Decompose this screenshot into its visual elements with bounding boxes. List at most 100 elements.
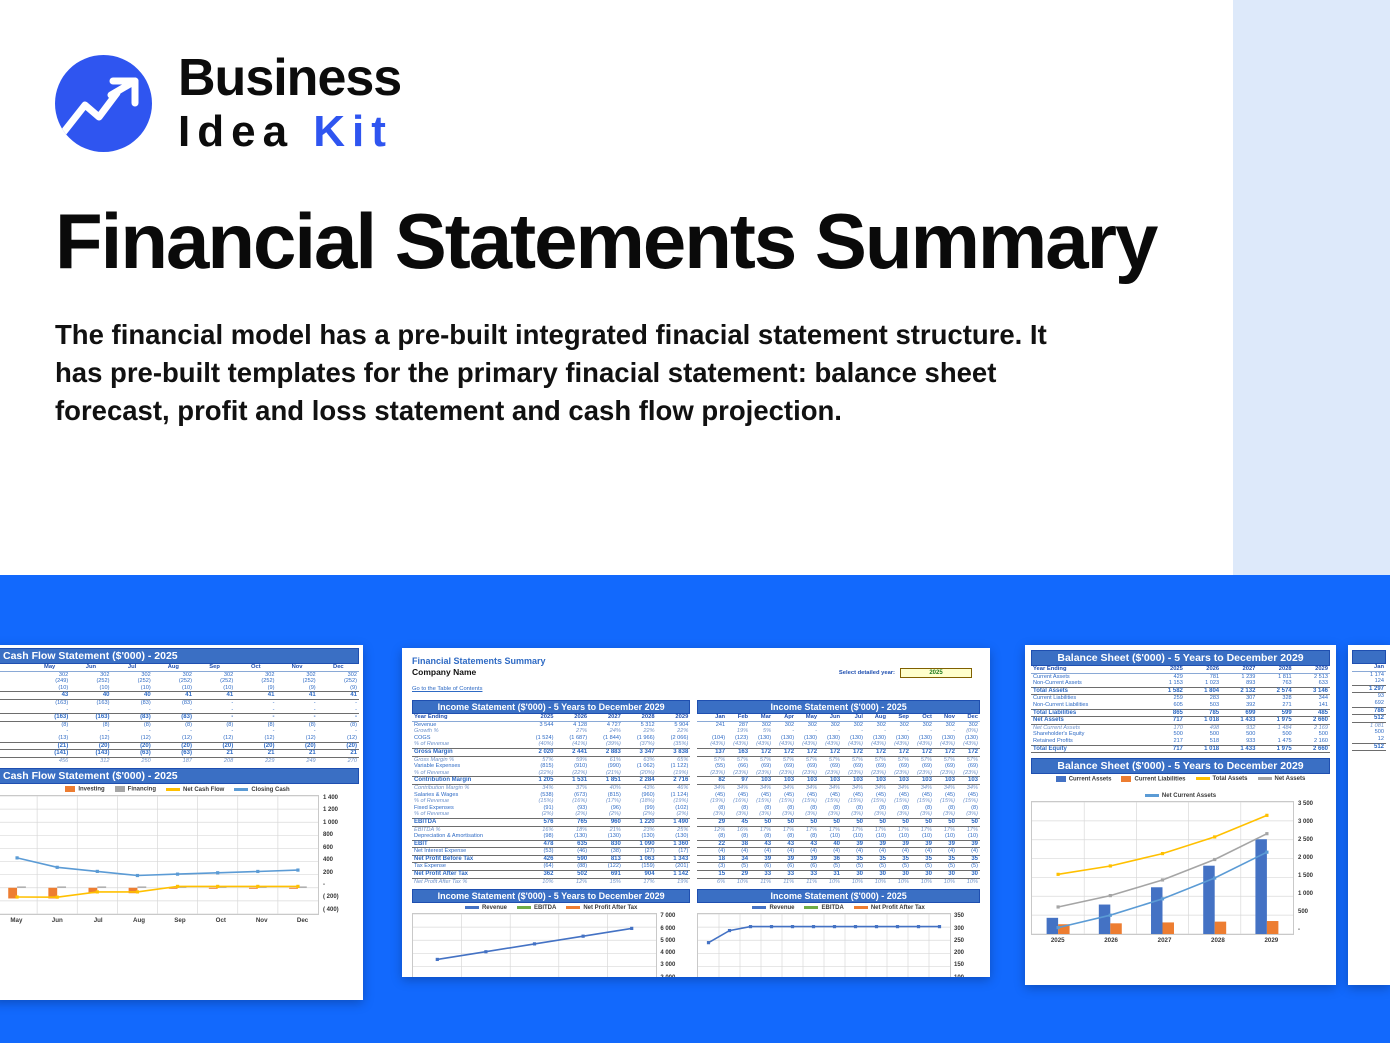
table-row[interactable]: (21) (20) (20) (20) (20) (20) (20) (20) (0, 741, 359, 751)
table-row[interactable]: % of Revenue (40%) (41%) (39%) (37%) (35%) (412, 741, 690, 748)
table-row[interactable]: (104) (123) (130) (130) (130) (130) (130) (130)… (697, 735, 980, 742)
table-of-contents-link[interactable]: Go to the Table of Contents (412, 686, 483, 692)
table-row[interactable]: 786 (1352, 706, 1386, 716)
table-row[interactable]: 500 (1352, 729, 1386, 736)
table-row[interactable]: 12% 16% 17% 17% 17% 17% 17% 17% 17% 17% 17% 17% (697, 826, 980, 833)
table-row[interactable]: (3%) (3%) (3%) (3%) (3%) (3%) (3%) (3%) (3%) (3%)… (697, 811, 980, 818)
table-row[interactable]: Depreciation & Amortisation (98) (130) (130… (412, 833, 690, 840)
table-row[interactable]: 1 174 (1352, 671, 1386, 678)
table-row[interactable]: Net Profit After Tax 362 502 691 904 1 142 (412, 870, 691, 879)
screenshot-financial-summary-panel[interactable]: Financial Statements Summary Company Nam… (402, 648, 990, 977)
cash-flow-table[interactable]: May Jun Jul Aug Sep Oct Nov Dec 302 302 302 302 302 3… (0, 664, 359, 764)
table-row[interactable]: Total Assets 1 582 1 804 2 132 2 574 3 146 (1031, 686, 1330, 696)
table-row[interactable]: (8) (8) (8) (8) (8) (10) (10) (10) (10) (10) (10) (… (697, 833, 980, 840)
table-row[interactable]: 137 163 172 172 172 172 172 172 172 172 172 172 (697, 747, 980, 757)
table-row[interactable]: Jan Feb Mar Apr May Jun Jul Aug Sep Oct Nov Dec (697, 714, 980, 722)
table-row[interactable]: Current Liabilities 259 283 307 328 344 (1031, 695, 1330, 702)
table-row[interactable]: 12 (1352, 736, 1386, 743)
table-row[interactable]: 22 38 43 43 43 40 39 39 39 39 39 39 (697, 839, 980, 849)
table-row[interactable]: (249) (252) (252) (252) (252) (252) (252) (252) (0, 678, 359, 685)
table-row[interactable]: EBITDA % 16% 18% 21% 23% 25% (412, 826, 690, 833)
table-cell: (130) (574, 833, 588, 840)
table-row[interactable]: % of Revenue (2%) (2%) (2%) (2%) (2%) (412, 811, 690, 818)
table-row[interactable]: Shareholder's Equity 500 500 500 500 500 (1031, 731, 1330, 738)
table-row[interactable]: 1 081 (1352, 722, 1386, 729)
table-row[interactable]: 34% 34% 34% 34% 34% 34% 34% 34% 34% 34% 34% 34% (697, 784, 980, 791)
table-row[interactable]: Net Interest Expense (53) (46) (38) (27) (17) (412, 848, 690, 856)
table-row[interactable]: 302 302 302 302 302 302 302 302 (0, 671, 359, 678)
screenshot-balance-sheet-panel[interactable]: Balance Sheet ($'000) - 5 Years to Decem… (1025, 645, 1336, 985)
table-row[interactable]: Revenue 3 544 4 128 4 727 5 312 5 904 (412, 721, 690, 728)
table-row[interactable]: (13) (12) (12) (12) (12) (12) (12) (12) (0, 735, 359, 742)
table-row[interactable]: 692 (1352, 700, 1386, 707)
table-row[interactable]: Total Equity 717 1 018 1 433 1 975 2 660 (1031, 744, 1330, 754)
table-row[interactable]: Variable Expenses (815) (910) (990) (1 062) (… (412, 763, 690, 770)
table-row[interactable]: 29 45 50 50 50 50 50 50 50 50 50 50 (697, 817, 980, 827)
table-row[interactable]: 1 297 (1352, 684, 1386, 694)
table-row[interactable]: (10) (10) (10) (10) (10) (9) (9) (9) (0, 685, 359, 692)
table-row[interactable]: 18 34 39 39 39 36 35 35 35 35 35 35 (697, 854, 980, 864)
table-row[interactable]: (163) (163) (83) (83) - - - - (0, 699, 359, 706)
table-row[interactable]: % of Revenue (22%) (22%) (21%) (20%) (19%) (412, 770, 690, 777)
table-row[interactable]: 6% 10% 11% 11% 11% 10% 10% 10% 10% 10% 10% 10% (697, 878, 980, 885)
table-row[interactable]: (43%) (43%) (43%) (43%) (43%) (43%) (43%) (43%)… (697, 741, 980, 748)
table-row[interactable]: Total Liabilities 865 785 699 599 485 (1031, 708, 1330, 718)
table-row[interactable]: (4) (4) (4) (4) (4) (4) (4) (4) (4) (4) (4) (4) (697, 848, 980, 856)
table-row[interactable]: Year Ending 2025 2026 2027 2028 2029 (412, 714, 691, 722)
table-row[interactable]: EBIT 478 635 830 1 090 1 360 (412, 839, 691, 849)
screenshot-edge-panel[interactable]: Jan 1 174 124 1 297 93 692 786 512 1 081 500 12 512 (1348, 645, 1390, 985)
table-cell: (69) (876, 763, 886, 770)
table-row[interactable]: 15 29 33 33 33 31 30 30 30 30 30 30 (697, 870, 980, 879)
year-selector-input[interactable]: 2025 (900, 668, 972, 678)
table-row[interactable]: (163) (163) (83) (83) - - - - (0, 713, 359, 722)
table-row[interactable]: Net Profit Before Tax 426 590 813 1 063 1 343 (412, 854, 691, 864)
table-row[interactable]: (8) (8) (8) (8) (8) (8) (8) (8) (8) (8) (8) (8) (697, 805, 980, 812)
table-row[interactable]: Contribution Margin 1 205 1 531 1 851 2 284 2… (412, 776, 691, 785)
table-row[interactable]: Jan (1352, 664, 1386, 672)
table-row[interactable]: Fixed Expenses (91) (93) (96) (99) (102) (412, 805, 690, 812)
table-row[interactable]: -------- (0, 728, 359, 735)
table-row[interactable]: 512 (1352, 714, 1386, 723)
table-row[interactable]: 57% 57% 57% 57% 57% 57% 57% 57% 57% 57% 57% 57% (697, 756, 980, 763)
table-row[interactable]: 241 287 302 302 302 302 302 302 302 302 302 302 (697, 721, 980, 728)
table-row[interactable]: (141) (143) (63) (63) 21 21 21 21 (0, 749, 359, 758)
table-row[interactable]: (23%) (23%) (23%) (23%) (23%) (23%) (23%) (23%)… (697, 770, 980, 777)
table-row[interactable]: Net Profit After Tax % 10% 12% 15% 17% 19% (412, 878, 690, 885)
table-row[interactable]: 43 40 40 41 41 41 41 41 (0, 691, 359, 700)
monthly-income-statement-table[interactable]: Jan Feb Mar Apr May Jun Jul Aug Sep Oct Nov Dec 241 2… (697, 714, 980, 885)
table-row[interactable]: COGS (1 524) (1 687) (1 844) (1 966) (2 066) (412, 735, 690, 742)
table-row[interactable]: Net Current Assets 170 498 932 1 484 2 169 (1031, 724, 1330, 731)
table-row[interactable]: Tax Expense (64) (88) (122) (159) (201) (412, 863, 690, 871)
table-row[interactable]: Year Ending 2025 2026 2027 2028 2029 (1031, 666, 1330, 674)
row-label (0, 728, 29, 735)
screenshot-cash-flow-panel[interactable]: Cash Flow Statement ($'000) - 2025 May Ju… (0, 645, 363, 1000)
balance-sheet-table[interactable]: Year Ending 2025 2026 2027 2028 2029 Current A… (1031, 666, 1330, 754)
table-row[interactable]: Contribution Margin % 34% 37% 40% 43% 46% (412, 784, 690, 791)
table-row[interactable]: Net Assets 717 1 018 1 433 1 975 2 660 (1031, 716, 1330, 725)
table-row[interactable]: Non-Current Assets 1 153 1 023 893 763 633 (1031, 680, 1330, 687)
annual-income-statement-table[interactable]: Year Ending 2025 2026 2027 2028 2029 Revenue 3 … (412, 714, 691, 885)
table-row[interactable]: 93 (1352, 693, 1386, 700)
table-row[interactable]: Growth % 27% 24% 22% 22% (412, 728, 690, 735)
table-row[interactable]: Gross Margin 2 020 2 441 2 883 3 347 3 838 (412, 747, 691, 757)
table-row[interactable]: 19% 5% - - - - - - - - (0%) (697, 728, 980, 735)
table-row[interactable]: 82 97 103 103 103 103 103 103 103 103 103 103 (697, 776, 980, 785)
table-row[interactable]: 456 312 250 187 208 229 249 270 (0, 757, 359, 764)
table-row[interactable]: 124 (1352, 678, 1386, 685)
table-row[interactable]: Gross Margin % 57% 59% 61% 63% 65% (412, 756, 690, 763)
table-row[interactable]: (55) (66) (69) (69) (69) (69) (69) (69) (69) (69)… (697, 763, 980, 770)
edge-panel-table[interactable]: Jan 1 174 124 1 297 93 692 786 512 1 081 500 12 512 (1352, 664, 1386, 752)
table-row[interactable]: (19%) (16%) (15%) (15%) (15%) (15%) (15%) (15%)… (697, 798, 980, 805)
table-row[interactable]: Current Assets 429 781 1 239 1 811 2 513 (1031, 673, 1330, 680)
table-row[interactable]: Retained Profits 217 518 933 1 475 2 160 (1031, 738, 1330, 745)
table-row[interactable]: % of Revenue (15%) (16%) (17%) (18%) (19%) (412, 798, 690, 805)
table-row[interactable]: EBITDA 576 765 960 1 220 1 490 (412, 817, 691, 827)
table-row[interactable]: Non-Current Liabilities 605 503 392 271 141 (1031, 702, 1330, 709)
table-cell: 2 169 (1314, 724, 1328, 731)
table-row[interactable]: (3) (5) (6) (6) (6) (5) (5) (5) (5) (5) (5) (5) (697, 863, 980, 871)
table-row[interactable]: -------- (0, 707, 359, 714)
table-row[interactable]: Salaries & Wages (538) (673) (815) (960) (1 1… (412, 792, 690, 799)
table-row[interactable]: (8) (8) (8) (8) (8) (8) (8) (8) (0, 721, 359, 728)
table-row[interactable]: 512 (1352, 742, 1386, 752)
table-row[interactable]: (45) (45) (45) (45) (45) (45) (45) (45) (45) (45)… (697, 792, 980, 799)
